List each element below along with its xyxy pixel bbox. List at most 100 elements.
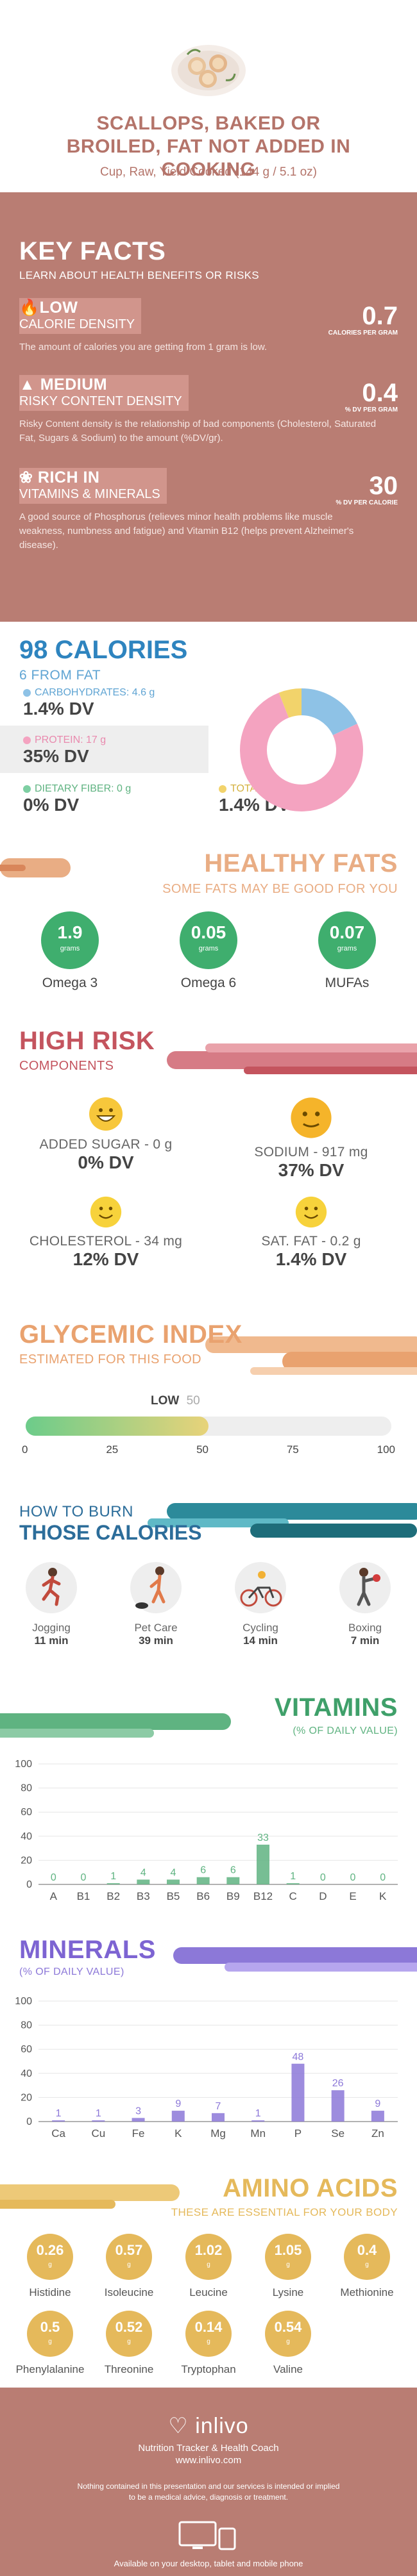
risk-dv: 0% DV bbox=[78, 1152, 134, 1172]
bar-k bbox=[171, 2111, 185, 2122]
fat-unit: grams bbox=[60, 945, 80, 952]
burn-heading-line2: THOSE CALORIES bbox=[19, 1521, 202, 1544]
amino-unit: g bbox=[286, 2338, 290, 2345]
amino-value: 0.52 bbox=[115, 2319, 143, 2335]
y-tick-label: 60 bbox=[21, 2044, 32, 2055]
x-tick-label: D bbox=[319, 1890, 327, 1902]
high-risk-subheading: COMPONENTS bbox=[19, 1059, 114, 1073]
glycemic-section: GLYCEMIC INDEX ESTIMATED FOR THIS FOOD L… bbox=[0, 1301, 417, 1487]
bar-se bbox=[331, 2090, 345, 2122]
high-risk-section: HIGH RISK COMPONENTS ADDED SUGAR - 0 g 0… bbox=[0, 1013, 417, 1301]
fact-description: Risky Content density is the relationshi… bbox=[19, 419, 377, 444]
smile-face-icon bbox=[90, 1196, 122, 1228]
bar-value-label: 4 bbox=[140, 1867, 146, 1878]
availability-note: Available on your desktop, tablet and mo… bbox=[114, 2559, 303, 2568]
amino-histidine: 0.26 g Histidine bbox=[12, 2234, 89, 2299]
fact-value: 0.4 bbox=[362, 379, 398, 407]
fact-name: VITAMINS & MINERALS bbox=[19, 487, 160, 501]
glycemic-subheading: ESTIMATED FOR THIS FOOD bbox=[19, 1352, 202, 1367]
x-tick-label: B12 bbox=[253, 1890, 273, 1902]
activity-jogging: Jogging 11 min bbox=[3, 1561, 99, 1647]
brand-tagline: Nutrition Tracker & Health Coach bbox=[138, 2443, 279, 2454]
amino-value: 1.05 bbox=[274, 2242, 302, 2258]
x-tick-label: E bbox=[349, 1890, 356, 1902]
x-tick-label: Fe bbox=[132, 2127, 145, 2140]
high-risk-heading: HIGH RISK bbox=[19, 1027, 155, 1055]
fact-level: MEDIUM bbox=[40, 376, 108, 394]
glycemic-value: 50 bbox=[186, 1394, 200, 1408]
fat-name: MUFAs bbox=[325, 976, 370, 990]
fat-name: Omega 3 bbox=[42, 976, 98, 990]
bar-value-label: 1 bbox=[56, 2108, 62, 2119]
x-tick-label: A bbox=[50, 1890, 58, 1902]
bar-fe bbox=[132, 2118, 145, 2122]
amino-isoleucine: 0.57 g Isoleucine bbox=[90, 2234, 167, 2299]
bar-ca bbox=[52, 2120, 65, 2122]
amino-unit: g bbox=[207, 2261, 210, 2268]
fact-name: CALORIE DENSITY bbox=[19, 317, 135, 331]
nutrient-dv: 0% DV bbox=[23, 795, 80, 815]
activity-name: Jogging bbox=[32, 1622, 71, 1634]
decor-stripes-left bbox=[0, 1713, 231, 1738]
fact-calorie-density: 🔥LOW CALORIE DENSITY 0.7 CALORIES PER GRA… bbox=[19, 298, 398, 354]
bar-value-label: 33 bbox=[257, 1832, 269, 1843]
fact-description: A good source of Phosphorus (relieves mi… bbox=[19, 511, 354, 551]
x-tick-label: Se bbox=[331, 2127, 345, 2140]
amino-value: 0.26 bbox=[36, 2242, 64, 2258]
bar-value-label: 9 bbox=[175, 2098, 181, 2109]
bar-value-label: 6 bbox=[200, 1865, 206, 1876]
decor-stripes-right bbox=[167, 1043, 417, 1074]
nutrient-label: DIETARY FIBER: 0 g bbox=[35, 783, 132, 794]
bar-mg bbox=[212, 2113, 225, 2122]
bar-value-label: 1 bbox=[110, 1871, 116, 1882]
y-tick-label: 0 bbox=[26, 1879, 32, 1890]
key-facts-heading: KEY FACTS bbox=[19, 237, 166, 265]
carbs-dot-icon bbox=[23, 689, 31, 697]
glycemic-fill bbox=[26, 1417, 208, 1436]
x-tick-label: B6 bbox=[196, 1890, 210, 1902]
risk-added-sugar: ADDED SUGAR - 0 g 0% DV bbox=[13, 1096, 199, 1173]
activity-minutes: 39 min bbox=[139, 1634, 173, 1647]
amino-name: Phenylalanine bbox=[15, 2363, 85, 2375]
disclaimer: Nothing contained in this presentation a… bbox=[77, 2482, 340, 2502]
fat-value: 0.05 bbox=[191, 922, 226, 942]
bar-value-label: 7 bbox=[216, 2101, 221, 2112]
key-facts-section: KEY FACTS LEARN ABOUT HEALTH BENEFITS OR… bbox=[0, 192, 417, 622]
brand-url[interactable]: www.inlivo.com bbox=[175, 2455, 242, 2466]
amino-unit: g bbox=[48, 2261, 52, 2268]
amino-tryptophan: 0.14 g Tryptophan bbox=[170, 2311, 247, 2376]
page-title: SCALLOPS, BAKED OR BROILED, FAT NOT ADDE… bbox=[66, 113, 351, 180]
amino-heading: AMINO ACIDS bbox=[223, 2174, 398, 2202]
bar-value-label: 1 bbox=[290, 1871, 296, 1882]
header: SCALLOPS, BAKED OR BROILED, FAT NOT ADDE… bbox=[0, 0, 417, 192]
y-tick-label: 80 bbox=[21, 2020, 32, 2031]
fat-unit: grams bbox=[198, 945, 219, 952]
amino-name: Histidine bbox=[29, 2286, 71, 2298]
scale-label: 50 bbox=[196, 1443, 208, 1456]
bar-b12 bbox=[257, 1844, 269, 1884]
boxing-icon bbox=[339, 1562, 391, 1613]
bar-value-label: 3 bbox=[135, 2106, 141, 2116]
fact-unit: % DV PER GRAM bbox=[345, 406, 398, 413]
x-tick-label: C bbox=[289, 1890, 297, 1902]
amino-phenylalanine: 0.5 g Phenylalanine bbox=[12, 2311, 89, 2376]
risk-dv: 37% DV bbox=[278, 1160, 345, 1180]
x-tick-label: Zn bbox=[371, 2127, 384, 2140]
nutrient-label: CARBOHYDRATES: 4.6 g bbox=[35, 687, 155, 698]
brand-name: inlivo bbox=[195, 2414, 249, 2438]
decor-stripes-left bbox=[0, 2184, 180, 2209]
fat-value: 1.9 bbox=[57, 922, 83, 942]
nutrient-protein: PROTEIN: 17 g 35% DV bbox=[0, 726, 208, 773]
cycling-icon bbox=[235, 1562, 286, 1613]
decor-stripes-right bbox=[205, 1336, 417, 1375]
amino-value: 0.4 bbox=[357, 2242, 377, 2258]
risk-label: SODIUM - 917 mg bbox=[254, 1145, 368, 1159]
activity-name: Pet Care bbox=[134, 1622, 178, 1634]
amino-leucine: 1.02 g Leucine bbox=[170, 2234, 247, 2299]
fact-description: The amount of calories you are getting f… bbox=[19, 342, 268, 353]
risk-dv: 1.4% DV bbox=[275, 1249, 347, 1269]
y-tick-label: 80 bbox=[21, 1783, 32, 1794]
amino-unit: g bbox=[207, 2338, 210, 2345]
bar-value-label: 0 bbox=[51, 1872, 56, 1883]
glycemic-scale: 0 25 50 75 100 bbox=[22, 1443, 395, 1456]
